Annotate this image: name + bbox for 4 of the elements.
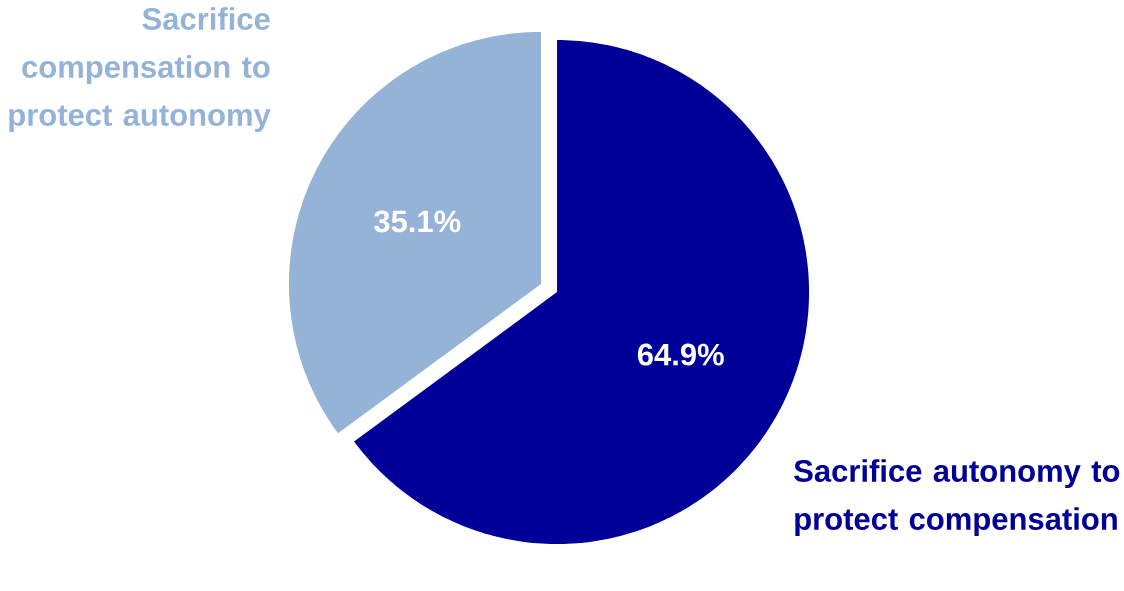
data-label: 64.9% [637, 343, 724, 366]
slice-label: Sacrifice compensation to protect autonomy [9, 7, 271, 133]
data-label: 35.1% [374, 210, 461, 233]
slice-label: Sacrifice autonomy to protect compensation [794, 459, 1120, 537]
